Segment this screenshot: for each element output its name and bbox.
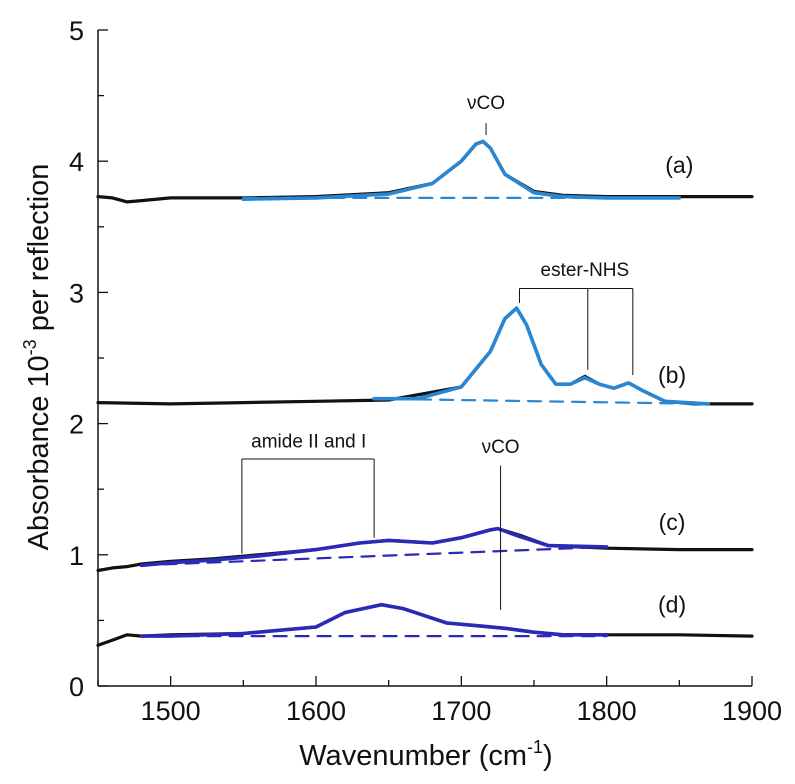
series-b_fit-fit [372, 306, 711, 406]
curve-label-b: (b) [658, 362, 686, 388]
y-tick-label-1: 1 [69, 541, 84, 571]
annotation-vco_top-label: νCO [467, 93, 505, 114]
y-axis-title: Absorbance 10-3 per reflection [20, 164, 55, 551]
series-a_fit-fit [241, 139, 682, 201]
curve-label-a: (a) [665, 152, 693, 178]
annotation-ester_nhs-label: ester-NHS [541, 260, 630, 281]
x-tick-label-1900: 1900 [722, 696, 782, 726]
series-a-measured [96, 139, 754, 204]
y-tick-label-2: 2 [69, 410, 84, 440]
annotation-vco_mid-label: νCO [482, 437, 520, 458]
x-tick-label-1700: 1700 [431, 696, 491, 726]
annotations-layer: νCO ester-NHS amide II and I νCO (a) (b) (c) (d… [241, 93, 693, 618]
x-tick-label-1500: 1500 [141, 696, 201, 726]
y-tick-label-4: 4 [69, 147, 84, 177]
x-axis-title: Wavenumber (cm-1) [299, 737, 552, 772]
curve-label-d: (d) [658, 592, 686, 618]
x-tick-label-1600: 1600 [286, 696, 346, 726]
y-tick-label-0: 0 [69, 672, 84, 702]
series-b-measured [96, 306, 754, 406]
axes-layer: 1500 1600 1700 1800 1900 0 1 2 3 4 5 [69, 16, 782, 726]
series-b_base-baseline [373, 397, 710, 405]
series-c_fit-fit [139, 526, 609, 568]
x-tick-label-1800: 1800 [577, 696, 637, 726]
series-d-measured [96, 603, 754, 647]
annotation-amide-label: amide II and I [251, 432, 366, 453]
series-c_base-baseline [140, 545, 608, 567]
y-tick-label-5: 5 [69, 16, 84, 46]
y-tick-label-3: 3 [69, 278, 84, 308]
series-d_fit-fit [139, 602, 609, 638]
plot-layer [96, 139, 754, 647]
curve-label-c: (c) [659, 509, 686, 535]
